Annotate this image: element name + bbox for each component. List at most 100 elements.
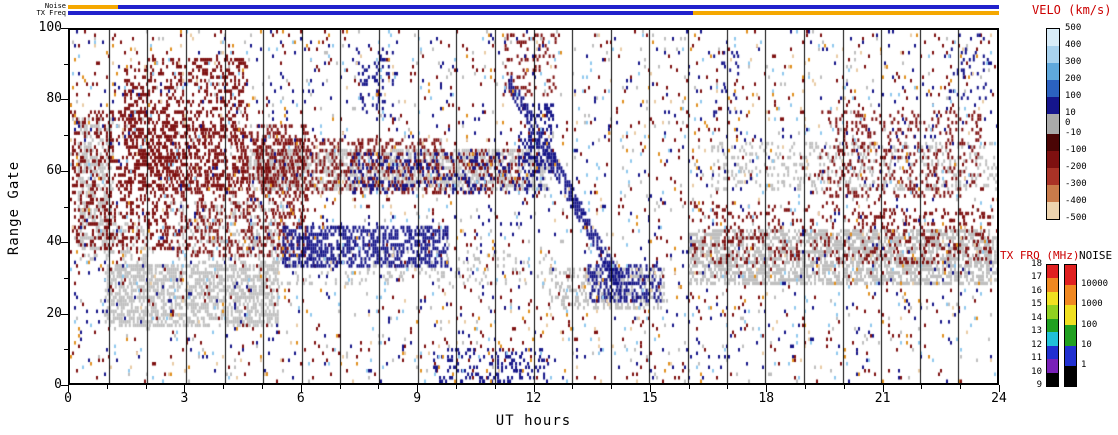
- y-tick-label: 40: [46, 234, 62, 250]
- noise-colorbar-segment: [1065, 285, 1076, 306]
- velocity-colorbar-segment: [1047, 63, 1059, 80]
- velocity-colorbar-zero-label: 0: [1065, 118, 1071, 128]
- x-tick-label: 15: [642, 391, 658, 406]
- x-tick-mark: [184, 385, 185, 392]
- txfreq-colorbar-segment: [1047, 278, 1058, 292]
- txfreq-colorbar-tick-label: 13: [1031, 326, 1042, 337]
- noise-colorbar-tick-label: 1000: [1081, 299, 1103, 310]
- noise-colorbar-title: NOISE: [1079, 249, 1113, 262]
- noise-colorbar-tick-label: 1: [1081, 359, 1087, 370]
- noise-colorbar-tick-label: 10: [1081, 339, 1092, 350]
- txfreq-strip-segment: [692, 11, 999, 15]
- x-tick-mark: [844, 385, 845, 389]
- y-tick-label: 100: [38, 20, 62, 35]
- y-tick-mark: [64, 278, 68, 279]
- plot-canvas: [70, 30, 997, 383]
- x-tick-mark: [495, 385, 496, 389]
- x-tick-mark: [611, 385, 612, 389]
- txfreq-colorbar-title: TX FRQ (MHz): [1000, 249, 1080, 262]
- noise-colorbar: [1064, 264, 1077, 387]
- txfreq-colorbar-tick-label: 18: [1031, 259, 1042, 269]
- x-tick-mark: [534, 385, 535, 392]
- txfreq-colorbar: [1046, 264, 1059, 387]
- x-tick-mark: [340, 385, 341, 389]
- velocity-colorbar-tick-label: -200: [1065, 162, 1087, 172]
- velocity-colorbar-tick-label: -400: [1065, 196, 1087, 206]
- txfreq-colorbar-tick-label: 14: [1031, 312, 1042, 323]
- txfreq-colorbar-tick-label: 12: [1031, 339, 1042, 350]
- txfreq-colorbar-segment: [1047, 265, 1058, 279]
- txfreq-colorbar-segment: [1047, 372, 1058, 386]
- velocity-colorbar-segment: [1047, 114, 1059, 134]
- x-tick-mark: [883, 385, 884, 392]
- y-tick-mark: [64, 207, 68, 208]
- txfreq-colorbar-tick-label: 10: [1031, 366, 1042, 377]
- y-tick-mark: [61, 385, 68, 386]
- velocity-colorbar-segment: [1047, 46, 1059, 63]
- txfreq-colorbar-segment: [1047, 305, 1058, 319]
- noise-strip-segment: [118, 5, 999, 9]
- noise-colorbar-segment: [1065, 365, 1076, 386]
- x-tick-mark: [766, 385, 767, 392]
- velocity-colorbar-tick-label: 100: [1065, 91, 1082, 101]
- x-tick-mark: [960, 385, 961, 389]
- noise-colorbar-segment: [1065, 265, 1076, 286]
- x-tick-label: 12: [525, 391, 542, 406]
- velocity-colorbar: [1046, 28, 1060, 220]
- x-tick-mark: [146, 385, 147, 389]
- velocity-colorbar-tick-label: 400: [1065, 40, 1082, 50]
- velocity-colorbar-segment: [1047, 29, 1059, 46]
- noise-strip: [68, 5, 999, 9]
- noise-colorbar-tick-label: 100: [1081, 319, 1098, 330]
- x-tick-mark: [921, 385, 922, 389]
- x-tick-mark: [301, 385, 302, 392]
- x-tick-label: 21: [874, 391, 891, 406]
- txfreq-colorbar-tick-label: 15: [1031, 299, 1042, 310]
- velocity-colorbar-segment: [1047, 185, 1059, 202]
- txfreq-colorbar-segment: [1047, 345, 1058, 360]
- velocity-colorbar-segment: [1047, 168, 1059, 185]
- x-tick-mark: [223, 385, 224, 389]
- velocity-colorbar-segment: [1047, 80, 1059, 97]
- noise-colorbar-segment: [1065, 325, 1076, 346]
- txfreq-colorbar-tick-label: 11: [1031, 353, 1042, 364]
- y-axis-title: Range Gate: [6, 160, 22, 256]
- y-tick-mark: [64, 349, 68, 350]
- velocity-colorbar-tick-label: 300: [1065, 57, 1082, 67]
- y-tick-label: 0: [54, 377, 62, 392]
- noise-colorbar-segment: [1065, 345, 1076, 366]
- y-tick-label: 60: [46, 162, 62, 178]
- x-tick-label: 0: [64, 391, 72, 406]
- noise-strip-segment: [68, 5, 119, 9]
- x-tick-mark: [650, 385, 651, 392]
- noise-colorbar-tick-label: 10000: [1081, 279, 1109, 290]
- txfreq-colorbar-segment: [1047, 291, 1058, 306]
- velocity-colorbar-tick-label: -100: [1065, 145, 1087, 155]
- x-tick-mark: [378, 385, 379, 389]
- x-tick-mark: [417, 385, 418, 392]
- velocity-colorbar-title: VELO (km/s): [1032, 3, 1112, 17]
- velocity-colorbar-segment: [1047, 202, 1059, 219]
- velocity-colorbar-segment: [1047, 134, 1059, 151]
- txfreq-strip-segment: [68, 11, 693, 15]
- x-tick-mark: [999, 385, 1000, 392]
- velocity-colorbar-tick-label: -10: [1065, 128, 1082, 138]
- x-axis-title: UT hours: [495, 413, 572, 429]
- txfreq-colorbar-tick-label: 17: [1031, 272, 1042, 283]
- y-tick-mark: [61, 99, 68, 100]
- y-tick-mark: [61, 242, 68, 243]
- txfreq-colorbar-segment: [1047, 359, 1058, 373]
- y-tick-mark: [61, 171, 68, 172]
- x-tick-mark: [572, 385, 573, 389]
- velocity-colorbar-tick-label: 200: [1065, 74, 1082, 84]
- x-tick-label: 24: [991, 391, 1007, 406]
- x-tick-mark: [262, 385, 263, 389]
- velocity-colorbar-tick-label: -500: [1065, 213, 1087, 223]
- velocity-colorbar-segment: [1047, 97, 1059, 114]
- y-tick-mark: [64, 64, 68, 65]
- x-tick-label: 6: [296, 391, 305, 406]
- y-tick-label: 80: [46, 91, 62, 107]
- txfreq-strip: [68, 11, 999, 15]
- x-tick-mark: [805, 385, 806, 389]
